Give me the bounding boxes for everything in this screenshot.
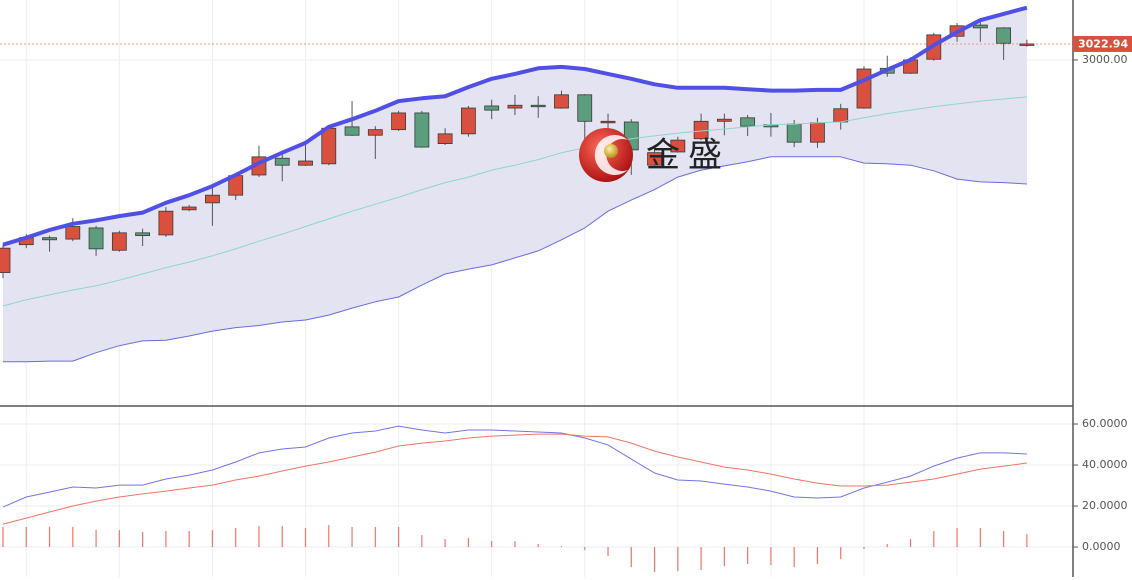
candle-body [670,139,686,153]
candle-body [996,27,1012,44]
last-price-tag [1073,35,1132,52]
band-line [2,96,1027,307]
candle-body [344,126,360,136]
candle-body [600,120,616,124]
candle-body [88,227,104,250]
y-tick-label: 0.0000 [1082,540,1121,553]
candle-body [0,247,11,273]
logo-ball [604,144,618,158]
candle-body [1019,43,1035,46]
candle-body [135,232,151,237]
indicator-line [2,433,1027,525]
candle-body [414,112,430,148]
candle-body [65,226,81,240]
candle-body [786,123,802,143]
logo-swoosh [594,135,628,175]
y-tick-label: 3000.00 [1082,53,1128,66]
candle-body [391,112,406,131]
candle-body [158,210,174,236]
band-line [2,5,1028,247]
candle-body [484,105,500,111]
candle-body [460,107,476,135]
candle-body [274,157,290,166]
candle-body [740,117,756,127]
candle-body [42,237,57,241]
candle-body [367,129,383,136]
candle-body [181,206,197,211]
candle-body [856,68,872,109]
band-line [3,156,1027,363]
candle-body [437,133,453,144]
candle-body [530,104,546,108]
candle-body [321,127,337,165]
band-fill [3,7,1027,362]
indicator-line [2,425,1027,508]
candle-body [810,122,825,143]
candle-body [298,160,313,166]
candle-body [647,152,662,166]
logo: 金盛 [579,128,730,182]
candle-body [554,94,569,109]
candle-body [111,232,127,251]
candle-body [833,108,849,123]
y-tick-label: 60.0000 [1082,417,1128,430]
y-tick-label: 20.0000 [1082,499,1128,512]
main-layer [0,5,1073,573]
y-tick-label: 40.0000 [1082,458,1128,471]
last-price-label: 3022.94 [1078,37,1128,50]
candle-body [577,94,593,122]
candle-body [972,24,988,29]
candle-body [716,118,732,122]
candle-body [507,104,523,109]
watermark: 金盛 [646,136,730,176]
candle-body [205,194,220,204]
